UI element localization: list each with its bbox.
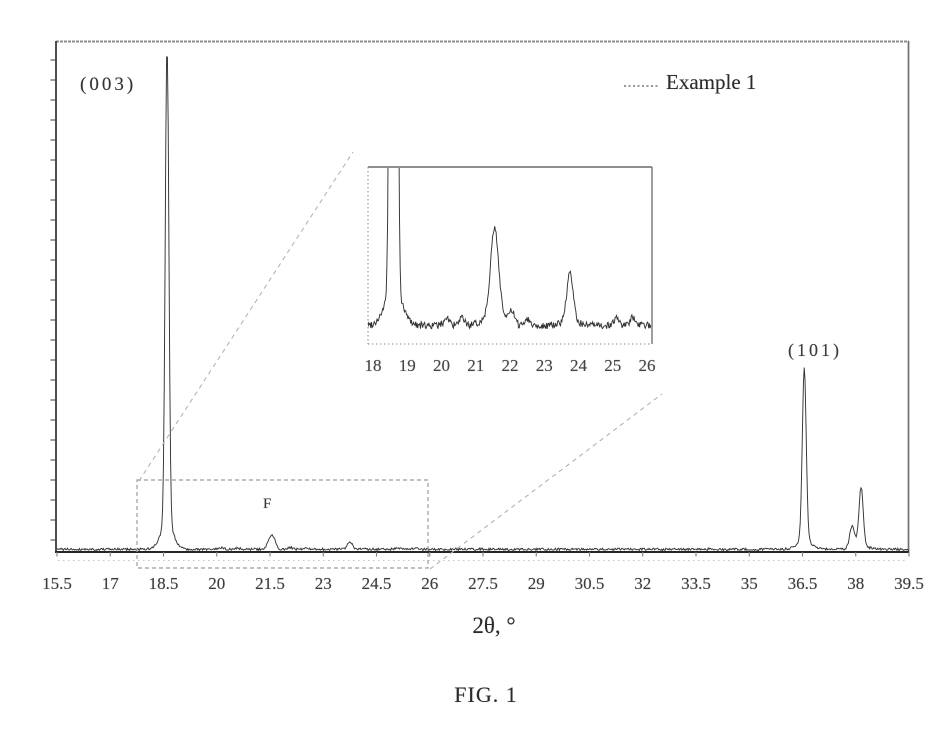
inset-x-tick-label: 26 <box>638 356 656 375</box>
peak-label-F: F <box>263 496 272 512</box>
inset-x-tick-label: 19 <box>398 356 416 375</box>
inset-x-tick-label: 23 <box>535 356 553 375</box>
inset-x-tick-label: 24 <box>570 356 587 375</box>
inset-x-tick-label: 21 <box>467 356 485 375</box>
zoom-region-box <box>136 479 429 569</box>
figure-caption: FIG. 1 <box>454 682 518 707</box>
x-tick-label: 26 <box>421 574 439 593</box>
x-tick-label: 33.5 <box>681 574 711 593</box>
plot-border <box>55 40 910 553</box>
main-curve <box>56 56 910 552</box>
y-axis-ticks <box>50 59 56 541</box>
inset-box <box>367 166 653 345</box>
legend-label: Example 1 <box>666 70 757 94</box>
x-tick-label: 29 <box>527 574 545 593</box>
x-tick-label: 32 <box>634 574 652 593</box>
peak-label-003: (003) <box>80 74 137 95</box>
x-tick-label: 30.5 <box>574 574 605 593</box>
x-axis-label: 2θ, ° <box>472 613 516 638</box>
x-tick-label: 27.5 <box>468 574 498 593</box>
x-tick-label: 24.5 <box>361 574 392 593</box>
inset-x-tick-label: 20 <box>433 356 450 375</box>
zoom-callout-line-right <box>429 393 663 570</box>
inset-x-tick-label: 22 <box>501 356 519 375</box>
x-tick-label: 17 <box>101 574 119 593</box>
x-tick-label: 38 <box>847 574 865 593</box>
x-tick-label: 39.5 <box>894 574 924 593</box>
peak-label-101: (101) <box>788 340 842 360</box>
x-tick-label: 35 <box>740 574 758 593</box>
x-tick-label: 23 <box>314 574 332 593</box>
zoom-callout-line-left <box>138 151 354 482</box>
x-tick-label: 36.5 <box>787 574 818 593</box>
x-tick-label: 21.5 <box>255 574 285 593</box>
x-tick-label: 18.5 <box>148 574 179 593</box>
inset-x-tick-label: 18 <box>364 356 382 375</box>
x-tick-label: 15.5 <box>42 574 72 593</box>
inset-curve <box>368 168 652 331</box>
x-axis-ticks <box>56 552 910 557</box>
inset-x-tick-label: 25 <box>604 356 622 375</box>
x-tick-label: 20 <box>208 574 226 593</box>
